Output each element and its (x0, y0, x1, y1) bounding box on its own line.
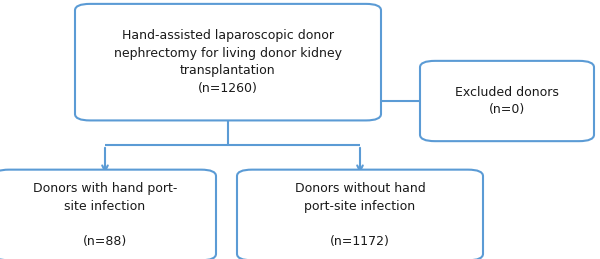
Text: Donors with hand port-
site infection

(n=88): Donors with hand port- site infection (n… (33, 182, 177, 248)
Text: Donors without hand
port-site infection

(n=1172): Donors without hand port-site infection … (295, 182, 425, 248)
FancyBboxPatch shape (420, 61, 594, 141)
FancyBboxPatch shape (237, 170, 483, 259)
Text: Hand-assisted laparoscopic donor
nephrectomy for living donor kidney
transplanta: Hand-assisted laparoscopic donor nephrec… (114, 30, 342, 95)
FancyBboxPatch shape (75, 4, 381, 120)
Text: Excluded donors
(n=0): Excluded donors (n=0) (455, 86, 559, 116)
FancyBboxPatch shape (0, 170, 216, 259)
